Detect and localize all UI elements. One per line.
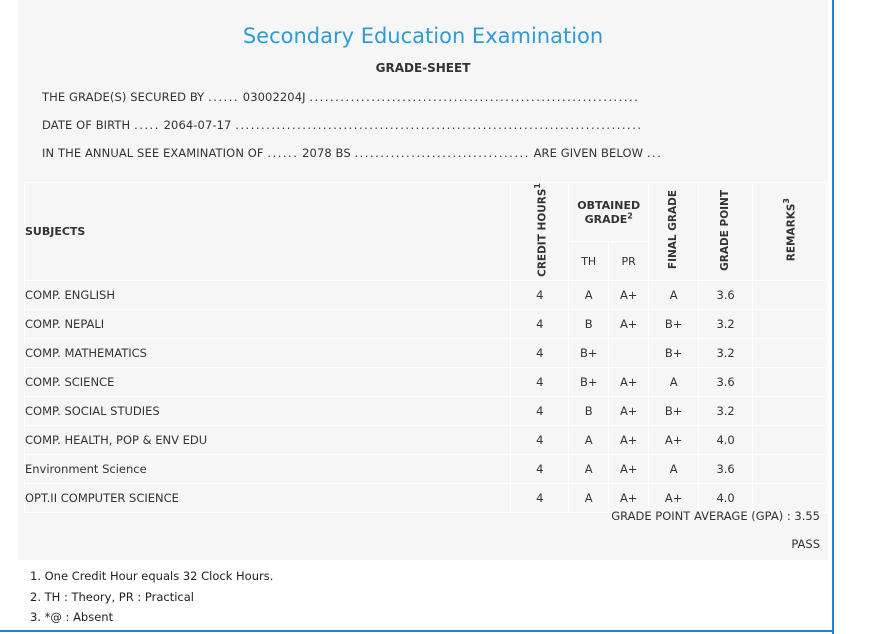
pr-grade [608,337,650,368]
th-grade: A [568,482,610,513]
credit-hours: 4 [510,482,570,513]
header-th: TH [568,241,610,281]
th-grade: B [568,308,610,339]
subject-name: COMP. HEALTH, POP & ENV EDU [23,424,512,455]
exam-line: IN THE ANNUAL SEE EXAMINATION OF ...... … [42,146,663,160]
pr-grade: A+ [608,482,650,513]
table-row: COMP. HEALTH, POP & ENV EDU 4 A A+ A+ 4.… [23,424,827,455]
table-row: COMP. ENGLISH 4 A A+ A 3.6 [23,279,827,310]
grade-point: 3.6 [698,279,754,310]
remarks [752,366,827,397]
header-credit-hours: CREDIT HOURS1 [510,182,570,281]
pr-grade: A+ [608,424,650,455]
final-grade: A+ [648,424,700,455]
footnote-2: 2. TH : Theory, PR : Practical [30,590,194,604]
dob-label: DATE OF BIRTH [42,118,131,132]
th-grade: A [568,453,610,484]
final-grade: B+ [648,395,700,426]
page-subtitle: GRADE-SHEET [375,61,471,75]
frame-right-border [832,0,834,634]
pr-grade: A+ [608,395,650,426]
header-obtained-grade: OBTAINED GRADE2 [568,181,650,243]
th-grade: B [568,395,610,426]
final-grade: A [648,279,700,310]
remarks [752,395,827,426]
final-grade: B+ [648,337,700,368]
header-grade-point: GRADE POINT [698,182,754,281]
dob-value: 2064-07-17 [163,118,232,132]
final-grade: B+ [648,308,700,339]
header-final-grade: FINAL GRADE [648,182,700,281]
subject-name: Environment Science [23,453,512,484]
grade-point: 3.6 [698,366,754,397]
header-pr: PR [608,241,650,281]
remarks [752,453,827,484]
remarks [752,482,827,513]
subject-name: OPT.II COMPUTER SCIENCE [23,482,512,513]
credit-hours: 4 [510,308,570,339]
table-row: COMP. SCIENCE 4 B+ A+ A 3.6 [23,366,827,397]
secured-by-line: THE GRADE(S) SECURED BY ...... 03002204J… [42,90,640,104]
gpa-value: 3.55 [794,509,820,523]
header-subjects: SUBJECTS [23,182,512,281]
grade-point: 4.0 [698,424,754,455]
footnotes: 1. One Credit Hour equals 32 Clock Hours… [18,560,828,634]
dob-line: DATE OF BIRTH ..... 2064-07-17 .........… [42,118,643,132]
pr-grade: A+ [608,279,650,310]
final-grade: A [648,453,700,484]
credit-hours: 4 [510,424,570,455]
pr-grade: A+ [608,366,650,397]
grade-sheet: Secondary Education Examination GRADE-SH… [18,0,828,634]
page-title: Secondary Education Examination [242,24,604,48]
grade-point: 3.2 [698,308,754,339]
remarks [752,424,827,455]
credit-hours: 4 [510,337,570,368]
th-grade: A [568,424,610,455]
grades-table: SUBJECTS CREDIT HOURS1 OBTAINED GRADE2 F… [23,181,827,513]
remarks [752,279,827,310]
header-remarks: REMARKS3 [752,182,827,281]
result-status: PASS [791,537,820,551]
exam-year: 2078 BS [302,146,351,160]
remarks [752,337,827,368]
table-row: COMP. NEPALI 4 B A+ B+ 3.2 [23,308,827,339]
pr-grade: A+ [608,453,650,484]
credit-hours: 4 [510,366,570,397]
grade-point: 4.0 [698,482,754,513]
exam-label: IN THE ANNUAL SEE EXAMINATION OF [42,146,264,160]
table-row: COMP. SOCIAL STUDIES 4 B A+ B+ 3.2 [23,395,827,426]
frame-bottom-border [0,630,834,632]
final-grade: A [648,366,700,397]
th-grade: B+ [568,366,610,397]
th-grade: A [568,279,610,310]
table-row: Environment Science 4 A A+ A 3.6 [23,453,827,484]
table-row: COMP. MATHEMATICS 4 B+ B+ 3.2 [23,337,827,368]
th-grade: B+ [568,337,610,368]
credit-hours: 4 [510,453,570,484]
grade-point: 3.2 [698,395,754,426]
given-below: ARE GIVEN BELOW [533,146,644,160]
credit-hours: 4 [510,279,570,310]
symbol-number: 03002204J [242,90,306,104]
subject-name: COMP. SOCIAL STUDIES [23,395,512,426]
grade-point: 3.2 [698,337,754,368]
subject-name: COMP. ENGLISH [23,279,512,310]
secured-by-label: THE GRADE(S) SECURED BY [42,90,205,104]
subject-name: COMP. NEPALI [23,308,512,339]
credit-hours: 4 [510,395,570,426]
gpa-label: GRADE POINT AVERAGE (GPA) : [611,509,791,523]
footnote-1: 1. One Credit Hour equals 32 Clock Hours… [30,569,274,583]
remarks [752,308,827,339]
table-row: OPT.II COMPUTER SCIENCE 4 A A+ A+ 4.0 [23,482,827,513]
gpa-line: GRADE POINT AVERAGE (GPA) : 3.55 [611,509,820,523]
pr-grade: A+ [608,308,650,339]
grade-point: 3.6 [698,453,754,484]
subject-name: COMP. SCIENCE [23,366,512,397]
footnote-3: 3. *@ : Absent [30,610,114,624]
subject-name: COMP. MATHEMATICS [23,337,512,368]
